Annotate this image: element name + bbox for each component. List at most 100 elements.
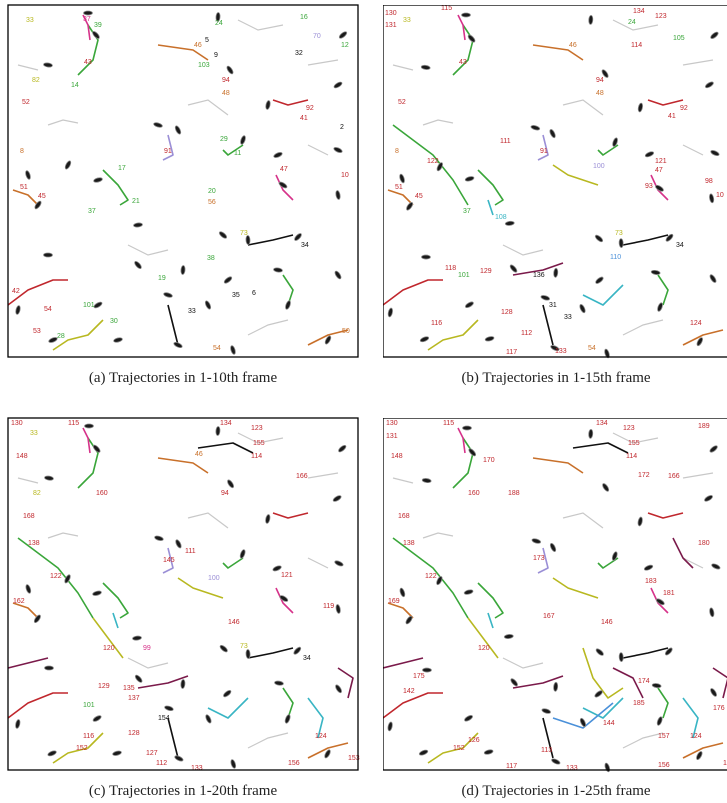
object <box>245 649 251 659</box>
track-id: 133 <box>566 765 578 772</box>
trajectory <box>452 24 474 76</box>
object <box>604 762 611 773</box>
track-id: 168 <box>398 513 410 520</box>
panel-b: 130 131 115 33 134 123 24 114 105 46 43 94 48 92 41 111… <box>383 5 727 359</box>
track-id: 166 <box>296 473 308 480</box>
trajectory <box>572 442 629 454</box>
trajectory <box>582 284 624 306</box>
object <box>227 479 235 489</box>
object <box>704 495 713 502</box>
track-id: 115 <box>441 5 452 12</box>
track-id: 20 <box>208 188 216 195</box>
object <box>335 684 342 694</box>
faded-trajectory <box>307 59 339 66</box>
object <box>93 301 103 309</box>
object <box>265 100 271 110</box>
object <box>223 276 233 284</box>
track-id: 10 <box>716 192 724 199</box>
faded-trajectory <box>127 244 169 256</box>
trajectory <box>197 442 254 454</box>
object <box>47 750 57 757</box>
object <box>205 714 212 724</box>
object <box>132 635 142 641</box>
trajectory <box>282 687 294 719</box>
object <box>335 190 341 200</box>
trajectory <box>622 234 669 246</box>
track-id: 119 <box>323 603 334 610</box>
track-id: 116 <box>83 733 94 740</box>
trajectory <box>157 44 209 61</box>
track-id: 134 <box>596 420 608 427</box>
trajectory <box>275 174 294 201</box>
trajectory <box>612 667 644 699</box>
trajectory <box>17 537 94 619</box>
track-id: 46 <box>195 451 203 458</box>
object <box>399 173 405 184</box>
track-id: 156 <box>658 762 670 769</box>
object <box>541 708 551 714</box>
trajectory <box>672 537 694 569</box>
track-id: 144 <box>603 720 615 727</box>
track-id: 92 <box>680 105 688 112</box>
trajectory <box>657 687 669 719</box>
trajectory <box>532 457 584 474</box>
object <box>226 65 234 75</box>
object <box>153 122 163 128</box>
object <box>44 475 54 481</box>
object <box>618 652 624 662</box>
faded-trajectory <box>502 244 544 256</box>
track-id: 124 <box>315 733 327 740</box>
faded-trajectory <box>17 64 39 71</box>
trajectory <box>82 427 91 454</box>
object <box>588 428 594 439</box>
object <box>709 274 717 283</box>
trajectory <box>387 189 414 206</box>
faded-trajectory <box>47 119 79 126</box>
object <box>180 679 186 689</box>
trajectory <box>162 134 174 161</box>
track-id: 45 <box>38 193 46 200</box>
track-id: 162 <box>13 598 25 605</box>
faded-trajectory <box>307 557 329 569</box>
object <box>618 238 624 248</box>
track-id: 98 <box>705 178 713 185</box>
object <box>334 270 342 280</box>
trajectory <box>52 732 104 764</box>
track-id: 50 <box>342 328 350 335</box>
object <box>272 565 282 572</box>
track-id: 114 <box>626 453 637 460</box>
track-id: 33 <box>26 17 34 24</box>
track-id: 35 <box>232 292 240 299</box>
object <box>265 514 271 524</box>
track-id: 32 <box>295 50 303 57</box>
object <box>665 233 674 242</box>
trajectory <box>387 602 414 619</box>
track-id: 120 <box>478 645 490 652</box>
trajectory <box>383 279 443 306</box>
trajectory <box>487 612 494 629</box>
faded-trajectory <box>307 472 339 479</box>
track-id: 19 <box>158 275 166 282</box>
track-id: 41 <box>668 113 676 120</box>
object <box>657 302 663 312</box>
trajectory <box>392 537 469 619</box>
object <box>134 674 143 683</box>
track-id: 48 <box>596 90 604 97</box>
object <box>595 276 604 284</box>
trajectory <box>532 44 584 61</box>
track-id: 135 <box>123 685 135 692</box>
track-id: 6 <box>252 290 256 297</box>
track-id: 53 <box>33 328 41 335</box>
object <box>164 705 174 712</box>
track-id: 176 <box>713 705 725 712</box>
trajectory <box>383 657 424 669</box>
track-id: 131 <box>385 22 397 29</box>
trajectory <box>272 99 309 106</box>
track-id: 5 <box>205 37 209 44</box>
track-id: 146 <box>228 619 240 626</box>
track-id: 33 <box>30 430 38 437</box>
object <box>399 587 406 598</box>
object <box>324 749 331 759</box>
object <box>335 604 341 614</box>
trajectory <box>487 199 494 216</box>
